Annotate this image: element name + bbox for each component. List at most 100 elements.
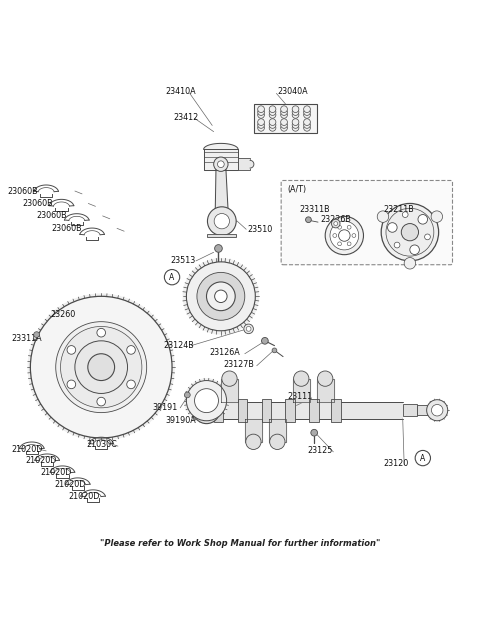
Polygon shape bbox=[221, 379, 238, 401]
Circle shape bbox=[347, 242, 351, 246]
Circle shape bbox=[30, 296, 172, 438]
Text: 23226B: 23226B bbox=[321, 215, 351, 224]
Circle shape bbox=[258, 125, 264, 131]
Circle shape bbox=[269, 121, 276, 128]
Text: 39190A: 39190A bbox=[166, 416, 197, 425]
Text: A: A bbox=[169, 272, 175, 282]
Circle shape bbox=[269, 125, 276, 131]
Circle shape bbox=[330, 221, 359, 250]
Circle shape bbox=[164, 269, 180, 285]
Circle shape bbox=[269, 106, 276, 113]
Circle shape bbox=[193, 397, 220, 423]
Polygon shape bbox=[293, 379, 310, 401]
Bar bbox=[310, 399, 319, 421]
Text: A: A bbox=[420, 454, 425, 462]
Polygon shape bbox=[250, 160, 254, 168]
Polygon shape bbox=[245, 419, 262, 442]
Circle shape bbox=[431, 211, 443, 223]
Circle shape bbox=[219, 162, 223, 166]
Text: 23060B: 23060B bbox=[36, 211, 67, 220]
Circle shape bbox=[410, 245, 420, 255]
Circle shape bbox=[258, 121, 264, 128]
Circle shape bbox=[222, 371, 237, 386]
Text: 23211B: 23211B bbox=[384, 204, 414, 214]
Circle shape bbox=[97, 328, 106, 337]
Text: "Please refer to Work Shop Manual for further information": "Please refer to Work Shop Manual for fu… bbox=[100, 539, 380, 548]
Circle shape bbox=[67, 380, 76, 389]
Text: 23125: 23125 bbox=[307, 447, 332, 455]
Text: 23127B: 23127B bbox=[223, 360, 254, 369]
Text: 23060B: 23060B bbox=[8, 187, 38, 196]
Text: 23311A: 23311A bbox=[11, 334, 42, 343]
Circle shape bbox=[352, 233, 356, 237]
Circle shape bbox=[215, 290, 227, 303]
Circle shape bbox=[292, 106, 299, 113]
Circle shape bbox=[258, 106, 264, 113]
Circle shape bbox=[425, 234, 431, 240]
Bar bbox=[403, 404, 417, 416]
Circle shape bbox=[427, 399, 448, 421]
Bar bbox=[331, 399, 340, 421]
Text: 21020D: 21020D bbox=[54, 480, 85, 489]
Circle shape bbox=[281, 121, 288, 128]
Circle shape bbox=[269, 119, 276, 125]
Circle shape bbox=[217, 161, 224, 167]
Circle shape bbox=[292, 121, 299, 128]
Text: 23412: 23412 bbox=[173, 113, 198, 122]
Text: 39191: 39191 bbox=[153, 403, 178, 413]
Text: 23040A: 23040A bbox=[277, 87, 308, 96]
Circle shape bbox=[27, 294, 175, 441]
Text: 21020D: 21020D bbox=[11, 445, 43, 454]
Circle shape bbox=[281, 119, 288, 125]
Circle shape bbox=[75, 341, 128, 394]
Text: (A/T): (A/T) bbox=[287, 184, 306, 194]
Circle shape bbox=[402, 212, 408, 218]
Bar bbox=[254, 104, 317, 133]
Circle shape bbox=[258, 111, 264, 118]
Circle shape bbox=[281, 106, 288, 113]
Circle shape bbox=[325, 216, 363, 255]
Text: 23120: 23120 bbox=[384, 459, 409, 469]
Bar bbox=[238, 159, 250, 170]
Circle shape bbox=[270, 434, 285, 450]
Circle shape bbox=[394, 242, 400, 248]
Circle shape bbox=[337, 242, 341, 246]
Circle shape bbox=[418, 214, 428, 224]
Circle shape bbox=[338, 230, 350, 242]
Circle shape bbox=[292, 119, 299, 125]
Circle shape bbox=[304, 119, 311, 125]
Circle shape bbox=[217, 161, 224, 167]
Circle shape bbox=[387, 223, 397, 232]
Polygon shape bbox=[317, 379, 334, 401]
Circle shape bbox=[281, 111, 288, 118]
Circle shape bbox=[186, 262, 255, 331]
Circle shape bbox=[67, 345, 76, 354]
Text: 21020D: 21020D bbox=[40, 468, 72, 477]
Text: 23111: 23111 bbox=[288, 392, 313, 401]
Circle shape bbox=[269, 109, 276, 115]
Circle shape bbox=[318, 371, 333, 386]
Circle shape bbox=[281, 109, 288, 115]
Circle shape bbox=[304, 106, 311, 113]
Circle shape bbox=[262, 338, 268, 344]
Circle shape bbox=[127, 345, 135, 354]
Bar bbox=[262, 399, 271, 421]
Text: 21020D: 21020D bbox=[69, 492, 100, 501]
Circle shape bbox=[34, 331, 39, 338]
Circle shape bbox=[294, 371, 309, 386]
Circle shape bbox=[246, 326, 251, 331]
Text: 23311B: 23311B bbox=[300, 204, 330, 214]
Polygon shape bbox=[204, 143, 238, 149]
Text: 23410A: 23410A bbox=[166, 87, 196, 96]
Polygon shape bbox=[269, 419, 286, 442]
Circle shape bbox=[281, 125, 288, 131]
Text: 23510: 23510 bbox=[247, 225, 273, 234]
Bar bbox=[417, 406, 428, 415]
Circle shape bbox=[184, 378, 229, 423]
Circle shape bbox=[214, 157, 228, 171]
Circle shape bbox=[404, 257, 416, 269]
Bar bbox=[214, 399, 223, 421]
Bar bbox=[286, 399, 295, 421]
Circle shape bbox=[311, 430, 318, 436]
Circle shape bbox=[88, 353, 115, 381]
